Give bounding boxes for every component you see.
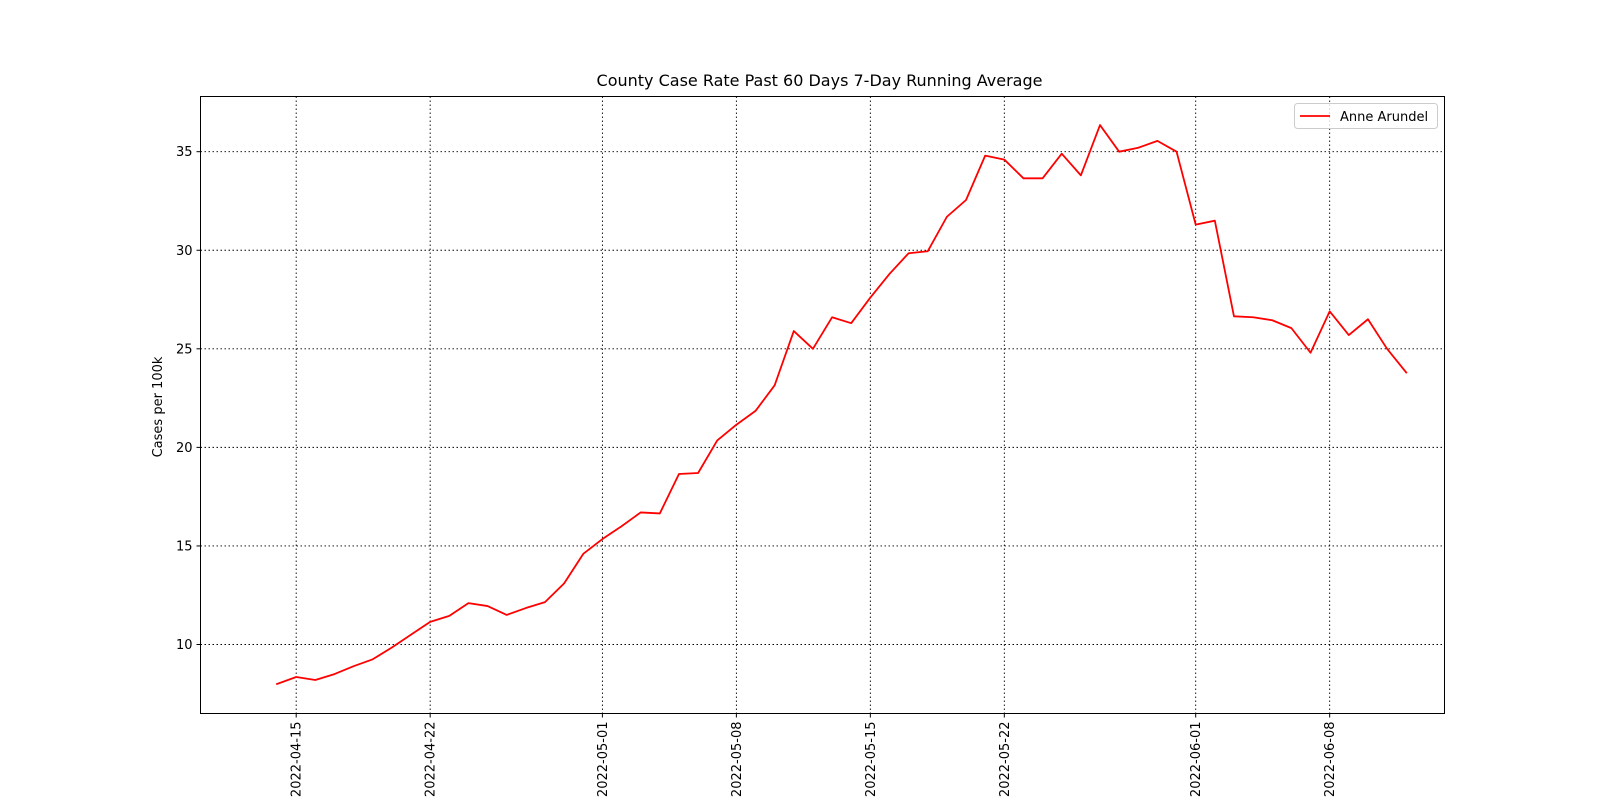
- chart-title: County Case Rate Past 60 Days 7-Day Runn…: [597, 71, 1043, 90]
- axis-ticks: 2022-04-15 2022-04-22 2022-05-01 2022-05-08…: [176, 145, 1338, 797]
- x-tick-label: 2022-04-22: [424, 722, 439, 798]
- y-tick-label: 30: [176, 244, 193, 259]
- y-tick-label: 10: [176, 638, 193, 653]
- x-tick-label: 2022-05-15: [864, 722, 879, 798]
- legend: Anne Arundel: [1294, 103, 1438, 129]
- x-tick-label: 2022-05-22: [998, 722, 1013, 798]
- grid-lines: [200, 96, 1445, 714]
- y-tick-label: 25: [176, 342, 193, 357]
- y-axis-label: Cases per 100k: [151, 356, 166, 457]
- legend-label: Anne Arundel: [1340, 110, 1428, 125]
- x-tick-label: 2022-04-15: [290, 722, 305, 798]
- legend-box: [1294, 103, 1438, 129]
- x-tick-label: 2022-05-01: [596, 722, 611, 798]
- x-tick-label: 2022-06-01: [1189, 722, 1204, 798]
- y-tick-label: 15: [176, 539, 193, 554]
- x-tick-label: 2022-06-08: [1323, 722, 1338, 798]
- y-tick-label: 20: [176, 441, 193, 456]
- series-lines: [275, 124, 1408, 686]
- y-tick-label: 35: [176, 145, 193, 160]
- x-tick-label: 2022-05-08: [730, 722, 745, 798]
- plot-area-frame: [200, 96, 1445, 714]
- series-line-anne-arundel: [275, 124, 1408, 686]
